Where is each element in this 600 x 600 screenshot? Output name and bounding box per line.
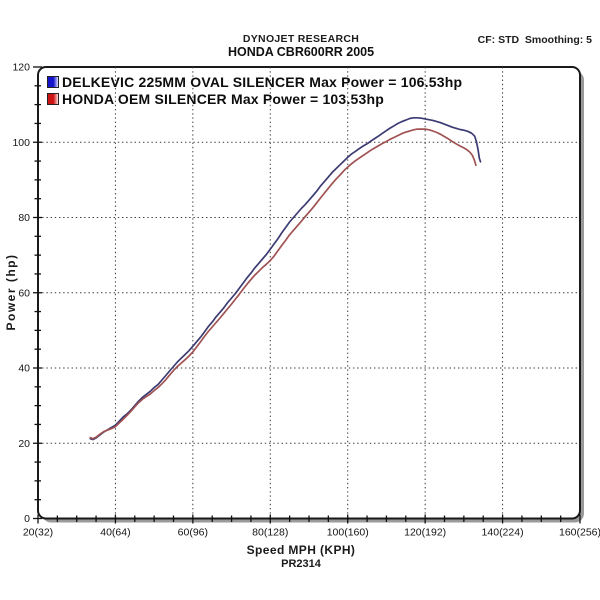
plot-frame	[37, 66, 581, 520]
x-axis-title: Speed MPH (KPH)	[246, 543, 356, 557]
power-curve-honda-oem	[89, 128, 477, 440]
x-tick-label: 80(128)	[252, 527, 288, 539]
y-tick-label: 120	[12, 62, 30, 74]
x-tick-label: 160(256)	[559, 527, 600, 539]
x-tick-label: 100(160)	[327, 527, 369, 539]
legend: DELKEVIC 225MM OVAL SILENCER Max Power =…	[47, 74, 463, 107]
legend-swatch-red-icon	[47, 93, 59, 105]
legend-row-honda-oem: HONDA OEM SILENCER Max Power = 103.53hp	[47, 91, 462, 107]
y-tick-label: 60	[18, 287, 30, 299]
x-tick-label: 60(96)	[178, 527, 208, 539]
legend-row-delkevic: DELKEVIC 225MM OVAL SILENCER Max Power =…	[47, 74, 463, 90]
y-axis-title: Power (hp)	[4, 253, 18, 331]
legend-swatch-blue-icon	[47, 76, 59, 88]
y-tick-label: 100	[12, 137, 30, 149]
legend-label-delkevic: DELKEVIC 225MM OVAL SILENCER Max Power =…	[62, 74, 463, 90]
y-tick-label: 40	[18, 363, 30, 375]
y-tick-label: 20	[18, 438, 30, 450]
x-tick-label: 140(224)	[482, 527, 524, 539]
power-curve-delkevic	[89, 116, 482, 441]
legend-label-honda-oem: HONDA OEM SILENCER Max Power = 103.53hp	[62, 91, 384, 107]
x-tick-label: 120(192)	[404, 527, 446, 539]
header-brand: DYNOJET RESEARCH	[242, 33, 360, 45]
y-tick-label: 80	[18, 212, 30, 224]
x-tick-label: 40(64)	[100, 527, 130, 539]
y-tick-label: 0	[24, 513, 30, 525]
run-id: PR2314	[281, 558, 321, 570]
header-cf-smoothing: CF: STD Smoothing: 5	[477, 34, 592, 46]
header-model: HONDA CBR600RR 2005	[227, 45, 375, 59]
x-tick-label: 20(32)	[23, 527, 53, 539]
